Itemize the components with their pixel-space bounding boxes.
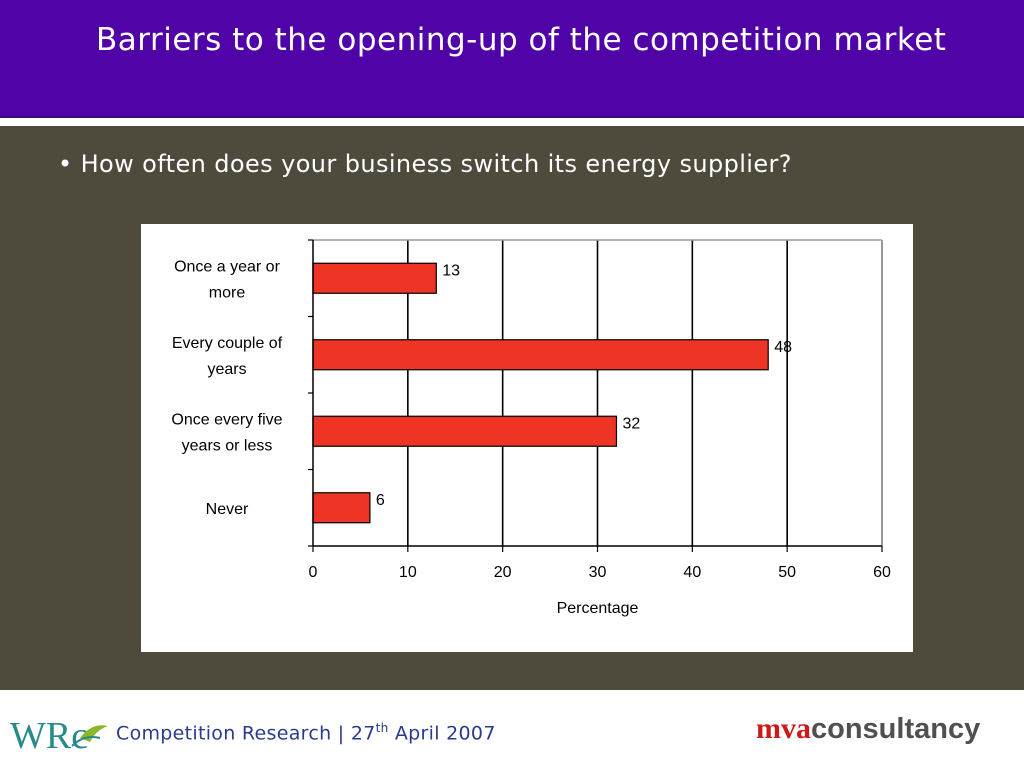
question-bullet: • How often does your business switch it…: [58, 150, 792, 178]
footer-caption: Competition Research | 27th April 2007: [116, 721, 496, 744]
category-label: Once a year or: [174, 258, 281, 275]
x-tick-label: 0: [309, 564, 318, 581]
bar: [312, 262, 437, 294]
category-label: years: [207, 361, 246, 378]
wrc-logo-w: WRc: [10, 715, 88, 756]
x-tick-label: 30: [589, 564, 607, 581]
x-tick-label: 60: [873, 564, 891, 581]
footer-caption-main: Competition Research | 27: [116, 722, 376, 745]
title-bar: Barriers to the opening-up of the compet…: [0, 0, 1024, 118]
data-label: 13: [442, 262, 460, 279]
footer: WRc Competition Research | 27th April 20…: [0, 690, 1024, 768]
bar-chart: 13 Once a year or more 48 Every couple of yea…: [171, 239, 891, 617]
x-tick-label: 50: [778, 564, 796, 581]
mva-logo-part: mva: [756, 712, 811, 745]
data-label: 32: [622, 415, 640, 432]
x-tick-label: 20: [494, 564, 512, 581]
footer-caption-sup: th: [375, 721, 389, 735]
footer-caption-tail: April 2007: [388, 722, 496, 745]
x-tick-label: 40: [683, 564, 701, 581]
category-label: years or less: [182, 437, 273, 454]
category-label: Once every five: [171, 411, 282, 428]
consultancy-logo-part: consultancy: [811, 713, 981, 745]
category-label: Every couple of: [172, 335, 283, 352]
category-label: more: [209, 284, 246, 301]
wrc-logo: WRc: [8, 708, 112, 760]
mva-consultancy-logo: mvaconsultancy: [756, 712, 980, 746]
x-axis-title: Percentage: [557, 600, 639, 617]
category-label: Never: [206, 501, 249, 518]
slide-title: Barriers to the opening-up of the compet…: [96, 22, 947, 58]
bar: [312, 415, 618, 447]
bar: [312, 492, 371, 524]
data-label: 6: [376, 492, 385, 509]
slide-content: • How often does your business switch it…: [0, 126, 1024, 690]
chart-panel: 13 Once a year or more 48 Every couple of yea…: [141, 224, 913, 652]
bar: [312, 339, 769, 371]
data-label: 48: [774, 339, 792, 356]
swoosh-icon: [71, 736, 101, 747]
x-tick-label: 10: [399, 564, 417, 581]
